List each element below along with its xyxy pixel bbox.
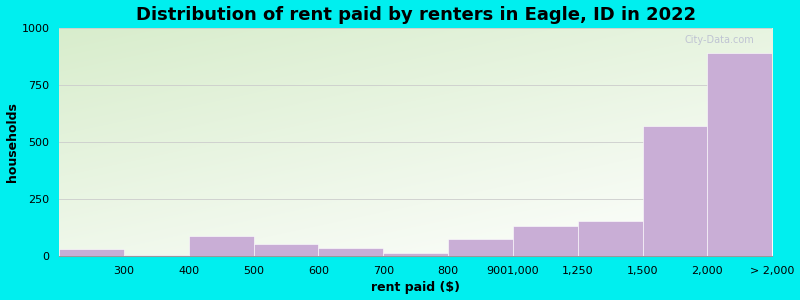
Bar: [254, 244, 318, 256]
Bar: [642, 126, 707, 256]
Y-axis label: households: households: [6, 102, 18, 182]
Bar: [707, 53, 772, 256]
X-axis label: rent paid ($): rent paid ($): [371, 281, 460, 294]
Bar: [383, 253, 448, 256]
Bar: [59, 249, 124, 256]
Bar: [124, 255, 189, 256]
Title: Distribution of rent paid by renters in Eagle, ID in 2022: Distribution of rent paid by renters in …: [135, 6, 696, 24]
Text: City-Data.com: City-Data.com: [685, 35, 754, 45]
Bar: [578, 221, 642, 256]
Bar: [513, 226, 578, 256]
Bar: [318, 248, 383, 256]
Bar: [448, 239, 513, 256]
Bar: [189, 236, 254, 256]
